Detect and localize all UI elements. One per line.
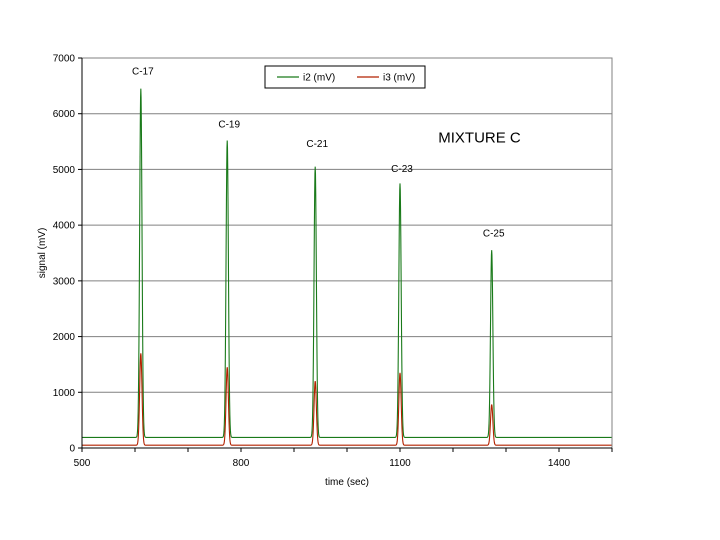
x-tick-label: 1100 [389,458,411,469]
peak-label: C-21 [306,139,328,150]
series-line-i2 [82,88,612,438]
series-line-i3 [82,353,612,446]
plot-series [82,88,612,446]
y-tick-label: 7000 [53,54,76,65]
y-tick-label: 4000 [53,221,76,232]
y-tick-label: 0 [69,444,75,455]
peak-label: C-17 [132,67,154,78]
y-axis-title: signal (mV) [37,228,48,279]
legend-label-i2: i2 (mV) [303,73,335,84]
x-axis-title: time (sec) [325,477,369,488]
legend-box [264,65,426,89]
legend-label-i3: i3 (mV) [383,73,415,84]
x-tick-label: 1400 [548,458,571,469]
x-tick-label: 500 [74,458,91,469]
peak-label: C-19 [218,120,240,131]
tick-labels: 0 1000 2000 3000 4000 5000 6000 7000 500 800 1100 1… [53,54,613,469]
legend: i2 (mV) i3 (mV) [264,65,426,89]
x-tick-label: 800 [233,458,250,469]
y-tick-label: 3000 [53,276,76,287]
y-tick-label: 5000 [53,165,76,176]
plot-frame [81,57,613,449]
axes [81,58,612,449]
y-tick-label: 1000 [53,388,76,399]
peak-label: C-23 [391,164,413,175]
gridlines [82,57,612,393]
y-tick-label: 6000 [53,109,76,120]
peak-label: C-25 [483,228,505,239]
mixture-label: MIXTURE C [438,130,521,147]
peak-annotations: C-17 C-19 C-21 C-23 C-25 [132,67,505,240]
y-tick-label: 2000 [53,332,76,343]
